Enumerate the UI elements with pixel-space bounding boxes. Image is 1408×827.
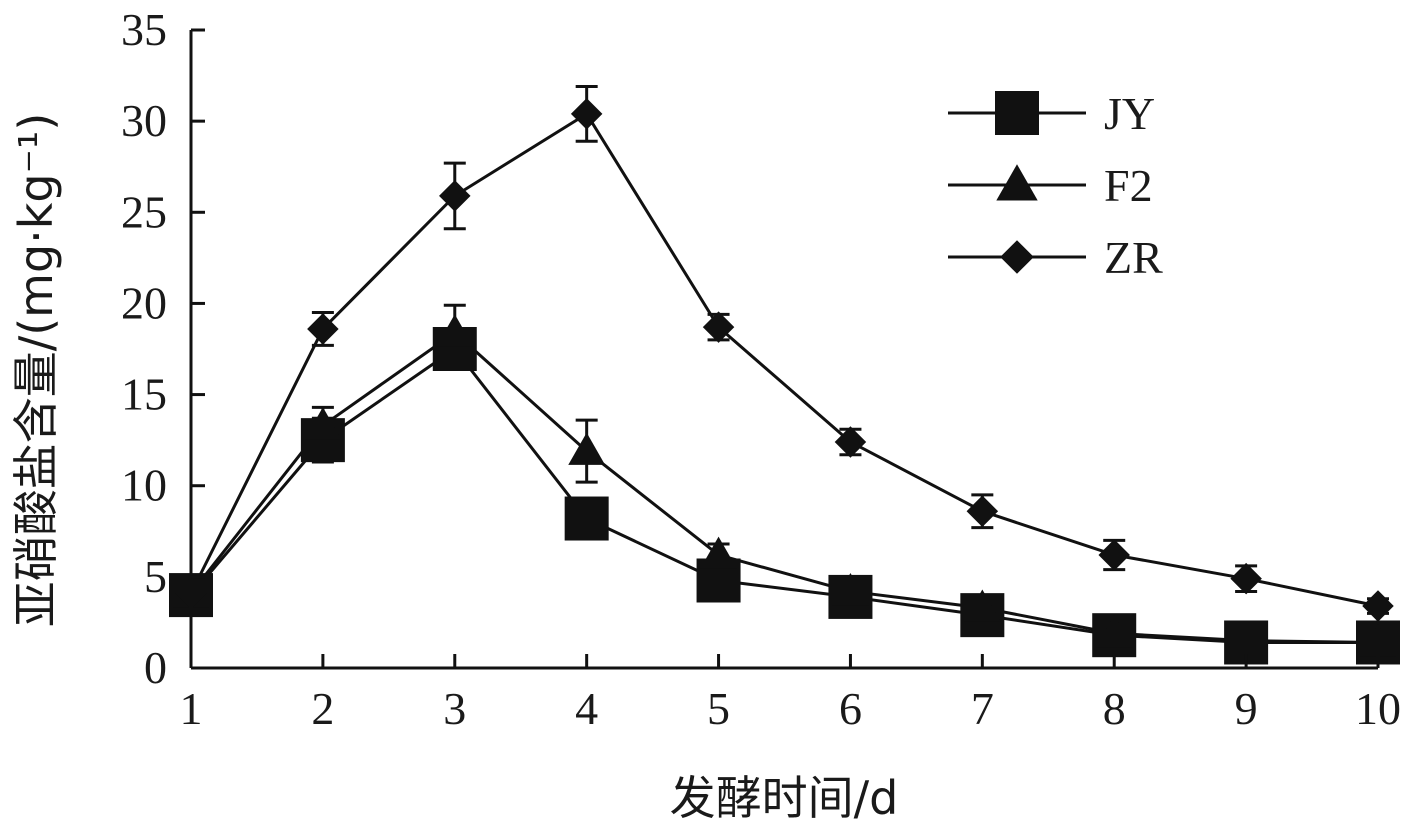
series-lines <box>189 112 1379 644</box>
data-point-ZR <box>1230 562 1262 595</box>
data-point-JY <box>564 496 609 541</box>
y-tick-label: 30 <box>121 95 167 146</box>
y-tick-label: 0 <box>144 642 167 693</box>
x-tick-label: 1 <box>180 683 203 734</box>
x-tick-label: 3 <box>443 683 466 734</box>
legend: JY F2 ZR <box>948 88 1163 283</box>
tick-labels: 0 5 10 15 20 25 30 35 1 2 3 4 5 6 7 8 9 10 <box>121 4 1401 734</box>
error-bars <box>180 85 1389 648</box>
data-point-ZR <box>570 98 603 130</box>
data-point-ZR <box>834 426 867 458</box>
x-tick-label: 4 <box>575 683 598 734</box>
data-point-ZR <box>1098 539 1130 571</box>
legend-label-ZR: ZR <box>1104 232 1163 283</box>
legend-marker-F2 <box>996 164 1038 201</box>
data-point-ZR <box>439 180 471 212</box>
legend-label-JY: JY <box>1104 88 1155 139</box>
legend-label-F2: F2 <box>1104 160 1153 211</box>
y-tick-label: 10 <box>121 460 167 511</box>
y-tick-label: 35 <box>121 4 167 55</box>
x-tick-label: 10 <box>1355 683 1401 734</box>
data-point-F2 <box>304 407 342 440</box>
x-tick-label: 5 <box>707 683 730 734</box>
data-point-ZR <box>966 495 999 527</box>
data-point-ZR <box>1362 590 1394 622</box>
data-point-F2 <box>568 432 606 465</box>
x-tick-label: 8 <box>1103 683 1126 734</box>
y-tick-label: 25 <box>121 186 167 237</box>
x-axis-title: 发酵时间/d <box>670 771 899 825</box>
axes <box>189 28 1380 670</box>
y-tick-label: 5 <box>144 551 167 602</box>
data-point-F2 <box>963 589 1001 622</box>
data-point-F2 <box>700 536 737 569</box>
data-point-F2 <box>832 573 869 606</box>
legend-marker-JY <box>995 91 1039 135</box>
series-line-JY <box>189 347 1378 644</box>
x-tick-label: 7 <box>971 683 994 734</box>
y-tick-label: 15 <box>121 369 167 420</box>
data-point-ZR <box>702 311 735 343</box>
y-axis-title: 亚硝酸盐含量/(mg·kg⁻¹) <box>9 113 63 628</box>
data-point-F2 <box>1359 624 1397 657</box>
x-tick-label: 9 <box>1235 683 1258 734</box>
data-point-F2 <box>436 314 474 347</box>
series-line-ZR <box>189 112 1379 608</box>
data-point-ZR <box>307 313 339 345</box>
x-tick-label: 6 <box>839 683 862 734</box>
y-tick-label: 20 <box>121 277 167 328</box>
series-markers <box>169 98 1400 665</box>
data-point-F2 <box>1095 614 1133 648</box>
legend-marker-ZR <box>1000 240 1034 274</box>
x-tick-label: 2 <box>311 683 334 734</box>
data-point-F2 <box>1227 622 1265 655</box>
series-line-F2 <box>189 331 1379 644</box>
